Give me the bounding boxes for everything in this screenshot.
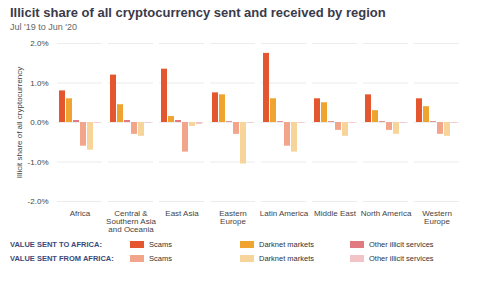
svg-text:-2.0%: -2.0% [28, 197, 49, 206]
svg-text:2.0%: 2.0% [30, 39, 48, 48]
svg-text:North America: North America [361, 209, 412, 218]
svg-text:EasternEurope: EasternEurope [219, 209, 247, 226]
svg-text:0.0%: 0.0% [30, 118, 48, 127]
svg-text:Africa: Africa [70, 209, 91, 218]
html-text:VALUE SENT TO AFRICA:: VALUE SENT TO AFRICA: [10, 239, 102, 249]
html-text:Other illicit services: Other illicit services [369, 253, 434, 263]
html-text:VALUE SENT FROM AFRICA:: VALUE SENT FROM AFRICA: [10, 253, 114, 263]
svg-text:1.0%: 1.0% [30, 79, 48, 88]
html-text:Darknet markets: Darknet markets [259, 239, 314, 249]
html-text:Scams: Scams [149, 253, 172, 263]
svg-text:Central &Southern Asiaand Ocea: Central &Southern Asiaand Oceania [106, 209, 156, 234]
html-text:Jul '19 to Jun '20: Jul '19 to Jun '20 [10, 22, 77, 32]
svg-text:Illicit share of all cryptocur: Illicit share of all cryptocurrency [15, 67, 24, 179]
html-text:Illicit share of all cryptocur: Illicit share of all cryptocurrency sent… [10, 5, 386, 20]
svg-text:East Asia: East Asia [165, 209, 199, 218]
html-text:Scams: Scams [149, 239, 172, 249]
svg-text:Middle East: Middle East [314, 209, 357, 218]
svg-text:-1.0%: -1.0% [28, 158, 49, 167]
svg-text:Latin America: Latin America [260, 209, 309, 218]
html-text:Darknet markets: Darknet markets [259, 253, 314, 263]
html-text:Other illicit services: Other illicit services [369, 239, 434, 249]
svg-text:WesternEurope: WesternEurope [422, 209, 452, 226]
